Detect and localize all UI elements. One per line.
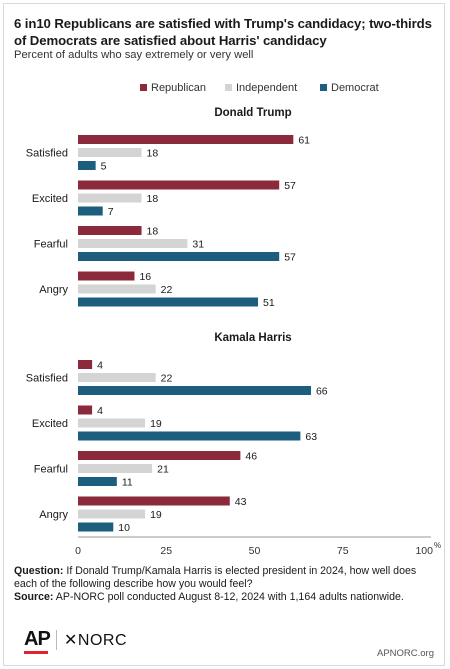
data-label: 11 (122, 477, 133, 489)
bar-republican (78, 360, 93, 369)
question-note: Question: If Donald Trump/Kamala Harris … (14, 565, 439, 591)
ap-logo-underline (24, 651, 48, 654)
category-label: Fearful (34, 239, 68, 251)
data-label: 19 (150, 418, 162, 430)
bar-independent (78, 239, 188, 248)
bar-republican (78, 226, 142, 235)
data-label: 7 (108, 206, 114, 218)
data-label: 66 (316, 386, 328, 398)
chart-subtitle: Percent of adults who say extremely or v… (14, 49, 254, 61)
data-label: 57 (284, 252, 296, 264)
x-tick-label: 25 (160, 545, 172, 557)
legend-label-democrat: Democrat (331, 82, 379, 94)
legend-label-republican: Republican (151, 82, 207, 94)
bar-republican (78, 496, 230, 506)
legend-item-independent: Independent (225, 82, 297, 94)
question-label: Question: (14, 565, 64, 577)
legend-swatch-democrat (320, 83, 327, 91)
legend-item-republican: Republican (140, 82, 206, 94)
data-label: 31 (192, 239, 204, 251)
data-label: 16 (139, 271, 151, 283)
chart-footer: Question: If Donald Trump/Kamala Harris … (14, 565, 439, 604)
x-tick-label: 100 (415, 545, 433, 557)
source-label: Source: (14, 591, 54, 603)
category-label: Angry (39, 509, 68, 521)
bar-democrat (78, 252, 280, 261)
chart-title: 6 in10 Republicans are satisfied with Tr… (14, 16, 432, 48)
chart-frame (3, 3, 445, 666)
bar-democrat (78, 206, 103, 216)
bar-republican (78, 135, 294, 144)
site-url: APNORC.org (376, 648, 434, 659)
source-text: AP-NORC poll conducted August 8-12, 2024… (53, 591, 404, 603)
data-label: 18 (147, 193, 159, 205)
x-tick-label: 0 (75, 545, 81, 557)
panel-title: Donald Trump (214, 107, 291, 119)
logo-divider (56, 630, 57, 650)
data-label: 4 (97, 360, 103, 372)
panel-title: Kamala Harris (214, 332, 291, 344)
data-label: 22 (161, 284, 173, 296)
category-label: Fearful (34, 464, 68, 476)
data-label: 10 (118, 522, 130, 534)
bar-democrat (78, 477, 117, 486)
legend-swatch-independent (225, 83, 232, 91)
data-label: 21 (157, 464, 169, 476)
x-tick-label: 75 (337, 545, 349, 557)
bar-democrat (78, 386, 311, 395)
bar-democrat (78, 431, 301, 441)
data-label: 5 (101, 161, 107, 173)
bar-independent (78, 284, 156, 294)
bar-democrat (78, 522, 114, 532)
norc-logo: ✕NORC (64, 632, 128, 649)
bar-independent (78, 418, 146, 428)
bar-independent (78, 148, 142, 157)
category-label: Excited (32, 418, 68, 430)
data-label: 51 (263, 297, 275, 309)
data-label: 63 (305, 431, 317, 443)
bar-republican (78, 180, 280, 190)
data-label: 43 (235, 496, 247, 508)
category-label: Satisfied (26, 373, 68, 385)
data-label: 57 (284, 180, 296, 192)
data-label: 19 (150, 509, 162, 521)
bar-republican (78, 271, 135, 281)
bar-republican (78, 451, 241, 460)
legend-item-democrat: Democrat (320, 82, 379, 94)
data-label: 18 (147, 226, 159, 238)
category-label: Angry (39, 284, 68, 296)
bar-independent (78, 464, 153, 473)
source-note: Source: AP-NORC poll conducted August 8-… (14, 591, 439, 604)
bar-independent (78, 509, 146, 519)
data-label: 22 (161, 373, 173, 385)
bar-republican (78, 405, 93, 415)
data-label: 4 (97, 405, 103, 417)
data-label: 46 (245, 451, 257, 463)
bar-democrat (78, 161, 96, 170)
category-label: Excited (32, 193, 68, 205)
question-text: If Donald Trump/Kamala Harris is elected… (14, 565, 417, 590)
x-tick-label: 50 (249, 545, 261, 557)
bar-independent (78, 193, 142, 203)
legend-label-independent: Independent (236, 82, 298, 94)
data-label: 18 (147, 148, 159, 160)
bar-independent (78, 373, 156, 382)
ap-logo: AP (24, 628, 51, 650)
bar-democrat (78, 297, 259, 307)
x-unit-label: % (434, 541, 441, 550)
legend-swatch-republican (140, 83, 147, 91)
data-label: 61 (298, 135, 310, 147)
category-label: Satisfied (26, 148, 68, 160)
